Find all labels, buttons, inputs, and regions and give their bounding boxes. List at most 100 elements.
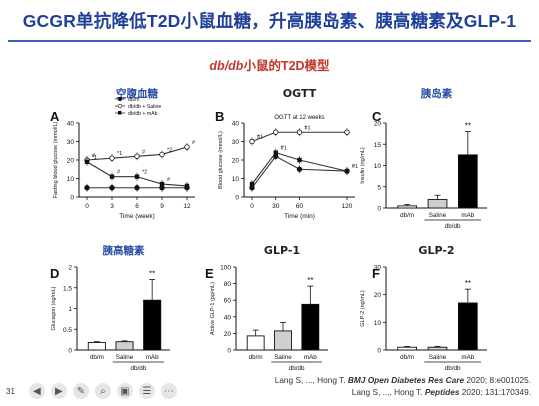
series-line-B-1 — [251, 131, 347, 143]
data-point-A-2 — [84, 159, 90, 165]
y-tick-label-E: 40 — [224, 314, 232, 321]
panel-title-B: OGTT — [283, 87, 317, 100]
panel-letter-A: A — [50, 109, 60, 124]
data-point-B-1 — [273, 129, 279, 135]
y-tick-label-C: 15 — [374, 142, 382, 149]
y-axis-label-B: Blood glucose (mmol/L) — [218, 131, 224, 189]
annotation-B: * — [352, 164, 355, 170]
page-number: 31 — [6, 386, 15, 396]
x-tick-label-F: Saline — [429, 354, 447, 361]
y-tick-label-A: 10 — [67, 176, 75, 183]
prev-icon[interactable]: ◀ — [28, 383, 45, 399]
x-tick-label-D: Saline — [116, 354, 134, 361]
significance-C: ** — [465, 122, 471, 131]
x-tick-label-B: 120 — [342, 203, 353, 210]
inset-title-B: OGTT at 12 weeks — [274, 115, 324, 121]
data-point-B-2 — [344, 168, 350, 174]
y-tick-label-E: 80 — [224, 281, 232, 288]
bar-C-1 — [427, 199, 448, 209]
pen-icon[interactable]: ✎ — [72, 383, 89, 399]
more-icon[interactable]: ⋯ — [160, 383, 177, 399]
y-tick-label-A: 30 — [67, 139, 75, 146]
annotation-A: # — [192, 140, 196, 146]
x-tick-label-A: 12 — [183, 203, 191, 210]
annotation-A: # — [142, 149, 146, 155]
x-tick-label-D: db/m — [90, 354, 104, 361]
annotation-A: *2 — [142, 170, 147, 176]
annotation-B: #1 — [305, 125, 311, 131]
citation-1: Lang S, ..., Hong T. BMJ Open Diabetes R… — [274, 375, 531, 385]
zoom-icon[interactable]: ⌕ — [94, 383, 111, 399]
data-point-A-1 — [134, 153, 140, 159]
bar-D-0 — [87, 342, 106, 351]
panel-title-E: GLP-1 — [264, 244, 300, 257]
panel-title-C: 胰岛素 — [421, 87, 453, 100]
y-tick-label-A: 20 — [67, 158, 75, 165]
y-tick-label-C: 0 — [377, 206, 381, 213]
x-axis-label-A: Time (week) — [119, 213, 155, 220]
x-tick-label-A: 9 — [160, 203, 164, 210]
bar-C-0 — [397, 205, 418, 209]
bar-F-2 — [457, 302, 478, 351]
panel-letter-D: D — [50, 266, 59, 281]
y-tick-label-C: 5 — [377, 184, 381, 191]
panel-letter-F: F — [372, 266, 380, 281]
series-line-B-2 — [251, 151, 348, 185]
significance-F: ** — [465, 279, 471, 288]
data-point-B-1 — [249, 138, 255, 145]
x-tick-label-C: Saline — [429, 212, 447, 219]
x-tick-label-C: mAb — [461, 212, 474, 219]
data-point-A-2 — [159, 181, 165, 187]
data-point-A-2 — [109, 174, 115, 179]
data-point-A-0 — [109, 185, 115, 191]
annotation-A: *1 — [92, 155, 97, 161]
citation-2: Lang S, ..., Hong T. Peptides 2020; 131:… — [351, 387, 531, 397]
x-tick-label-B: 60 — [296, 203, 304, 210]
presentation-toolbar: 31 ◀ ▶ ✎ ⌕ ▣ ☰ ⋯ — [0, 380, 177, 402]
data-point-A-1 — [159, 151, 165, 158]
bar-C-2 — [457, 154, 478, 209]
legend-marker-1 — [117, 103, 123, 109]
bar-D-2 — [143, 299, 162, 351]
panel-letter-E: E — [205, 266, 214, 281]
y-tick-label-F: 10 — [374, 320, 382, 327]
y-axis-label-D: Glucagon (ng/mL) — [51, 286, 57, 330]
annotation-B: * — [257, 135, 260, 141]
series-line-B-0 — [251, 155, 348, 189]
camera-icon[interactable]: ▣ — [116, 383, 133, 399]
group-label-C: db/db — [445, 223, 461, 230]
bar-E-0 — [246, 335, 265, 351]
y-tick-label-C: 20 — [374, 121, 382, 128]
x-axis-label-B: Time (min) — [284, 213, 315, 220]
y-tick-label-A: 40 — [67, 121, 75, 128]
next-icon[interactable]: ▶ — [50, 383, 67, 399]
annotation-A: *2 — [167, 147, 172, 153]
data-point-B-0 — [296, 166, 303, 172]
y-tick-label-F: 30 — [374, 265, 382, 272]
bar-F-1 — [427, 346, 448, 351]
data-point-A-2 — [134, 174, 140, 179]
annotation-A: *1 — [117, 151, 122, 157]
data-point-A-1 — [109, 155, 115, 161]
panel-letter-B: B — [215, 109, 224, 124]
subtitle-icon[interactable]: ☰ — [138, 383, 155, 399]
annotation-A: # — [92, 153, 96, 159]
significance-D: ** — [149, 269, 155, 278]
citations: Lang S, ..., Hong T. BMJ Open Diabetes R… — [275, 374, 531, 398]
panel-title-A: 空腹血糖 — [116, 87, 158, 100]
y-tick-label-B: 20 — [232, 158, 240, 165]
data-point-B-2 — [297, 157, 302, 163]
data-point-B-2 — [273, 150, 278, 155]
x-tick-label-F: mAb — [461, 354, 474, 361]
significance-E: ** — [307, 276, 313, 285]
x-tick-label-C: db/m — [400, 212, 414, 219]
x-tick-label-E: Saline — [274, 354, 292, 361]
y-axis-label-A: Fasting blood glucose (mmol/L) — [53, 121, 59, 198]
data-point-A-0 — [84, 185, 90, 191]
x-tick-label-B: 30 — [272, 203, 280, 210]
y-tick-label-F: 20 — [374, 292, 382, 299]
subtitle-text: 小鼠的T2D模型 — [243, 59, 330, 73]
y-tick-label-D: 2 — [68, 265, 72, 272]
